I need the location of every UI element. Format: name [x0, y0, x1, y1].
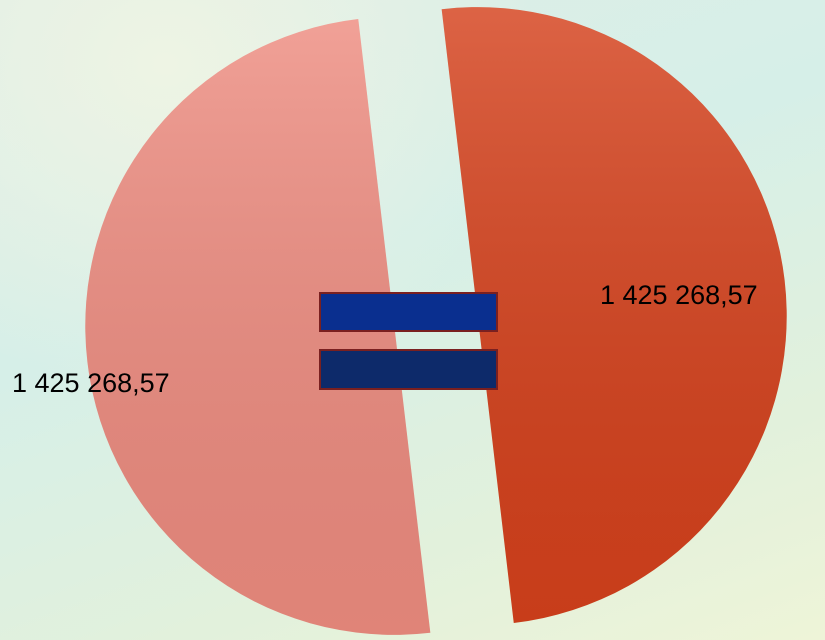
pie — [85, 7, 787, 635]
slice-shade — [85, 19, 431, 635]
equals-bar-top — [319, 292, 498, 332]
data-label: 1 425 268,57 — [600, 280, 758, 310]
slice-shade — [441, 7, 787, 623]
labels: 1 425 268,57 1 425 268,57 — [12, 280, 758, 398]
equals-bar-bottom — [319, 349, 498, 390]
data-label: 1 425 268,57 — [12, 368, 170, 398]
